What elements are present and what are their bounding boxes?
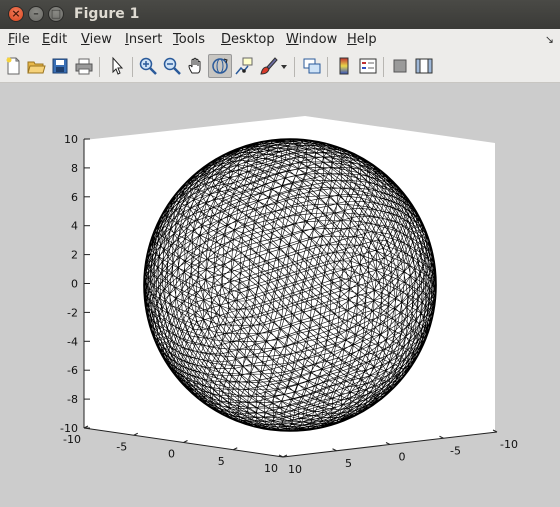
menu-tools[interactable]: Tools <box>173 32 206 47</box>
sphere-mesh <box>143 138 437 432</box>
toolbar-separator <box>383 57 384 77</box>
z-tick-label: -6 <box>67 364 78 377</box>
x-tick-mark <box>282 454 288 458</box>
dropdown-arrow-icon[interactable] <box>279 56 289 76</box>
menu-edit[interactable]: Edit <box>42 32 68 47</box>
x-tick-mark <box>183 440 188 443</box>
y-tick-mark <box>439 435 444 439</box>
figure-toolbar <box>0 51 560 83</box>
y-tick-label: 0 <box>399 451 406 464</box>
save-icon[interactable] <box>50 56 70 76</box>
y-tick-mark <box>332 448 337 452</box>
mesh-edges <box>143 138 437 432</box>
z-tick-label: -2 <box>67 306 78 319</box>
minimize-window-button[interactable]: – <box>28 6 44 22</box>
x-tick-label: 0 <box>168 448 175 461</box>
x-tick-label: -10 <box>63 433 81 446</box>
x-tick-label: -5 <box>116 440 127 453</box>
y-tick-label: -10 <box>500 438 518 451</box>
menu-help[interactable]: Help <box>347 32 377 47</box>
z-tick-label: -4 <box>67 335 78 348</box>
print-icon[interactable] <box>74 56 94 76</box>
legend-icon[interactable] <box>358 56 378 76</box>
x-tick-label: 5 <box>218 455 225 468</box>
menu-window[interactable]: Window <box>286 32 338 47</box>
pointer-icon[interactable] <box>107 56 127 76</box>
x-tick-label: 10 <box>264 462 278 475</box>
x-tick-mark <box>133 432 138 436</box>
toolbar-separator <box>327 57 328 77</box>
hide-plot-tools-icon[interactable] <box>390 56 410 76</box>
x-tick-mark <box>83 425 89 429</box>
menu-file[interactable]: File <box>8 32 30 47</box>
colorbar-icon[interactable] <box>334 56 354 76</box>
menu-desktop[interactable]: Desktop <box>221 32 275 47</box>
y-tick-label: 5 <box>345 457 352 470</box>
y-tick-mark <box>385 442 391 445</box>
menu-insert[interactable]: Insert <box>125 32 163 47</box>
menubar-undock-arrow-icon[interactable]: ↘ <box>544 33 554 46</box>
y-tick-mark <box>278 454 284 458</box>
zoom-out-icon[interactable] <box>162 56 182 76</box>
maximize-window-button[interactable]: □ <box>48 6 64 22</box>
brush-icon[interactable] <box>258 56 278 76</box>
link-plot-icon[interactable] <box>302 56 322 76</box>
axes-3d[interactable]: 10 8 6 4 2 0 -2 -4 -6 -8 -10 -10 -5 0 5 10 10 5 0 -5 -10 <box>0 83 560 503</box>
toolbar-separator <box>294 57 295 77</box>
z-tick-label: -10 <box>60 422 78 435</box>
z-tick-label: 2 <box>71 249 78 262</box>
z-tick-label: 10 <box>64 133 78 146</box>
y-tick-mark <box>492 429 498 433</box>
menu-view[interactable]: View <box>81 32 112 47</box>
rotate-3d-icon[interactable] <box>208 54 232 78</box>
pan-icon[interactable] <box>186 56 206 76</box>
window-title: Figure 1 <box>74 6 140 22</box>
x-tick-mark <box>233 447 238 451</box>
z-tick-label: 0 <box>71 278 78 291</box>
toolbar-separator <box>132 57 133 77</box>
data-cursor-icon[interactable] <box>234 56 254 76</box>
z-tick-label: 8 <box>71 162 78 175</box>
figure-canvas[interactable]: 10 8 6 4 2 0 -2 -4 -6 -8 -10 -10 -5 0 5 10 10 5 0 -5 -10 <box>0 83 560 503</box>
open-file-icon[interactable] <box>26 56 46 76</box>
sphere-outline <box>143 138 437 432</box>
menu-bar: File Edit View Insert Tools Desktop Wind… <box>0 29 560 51</box>
toolbar-separator <box>99 57 100 77</box>
close-window-button[interactable]: × <box>8 6 24 22</box>
z-tick-label: 6 <box>71 191 78 204</box>
y-tick-label: 10 <box>288 463 302 476</box>
zoom-in-icon[interactable] <box>138 56 158 76</box>
new-figure-icon[interactable] <box>3 56 23 76</box>
z-tick-label: 4 <box>71 220 78 233</box>
y-tick-label: -5 <box>450 444 461 457</box>
title-bar: × – □ Figure 1 <box>0 0 560 30</box>
show-plot-tools-icon[interactable] <box>414 56 434 76</box>
z-tick-label: -8 <box>67 393 78 406</box>
